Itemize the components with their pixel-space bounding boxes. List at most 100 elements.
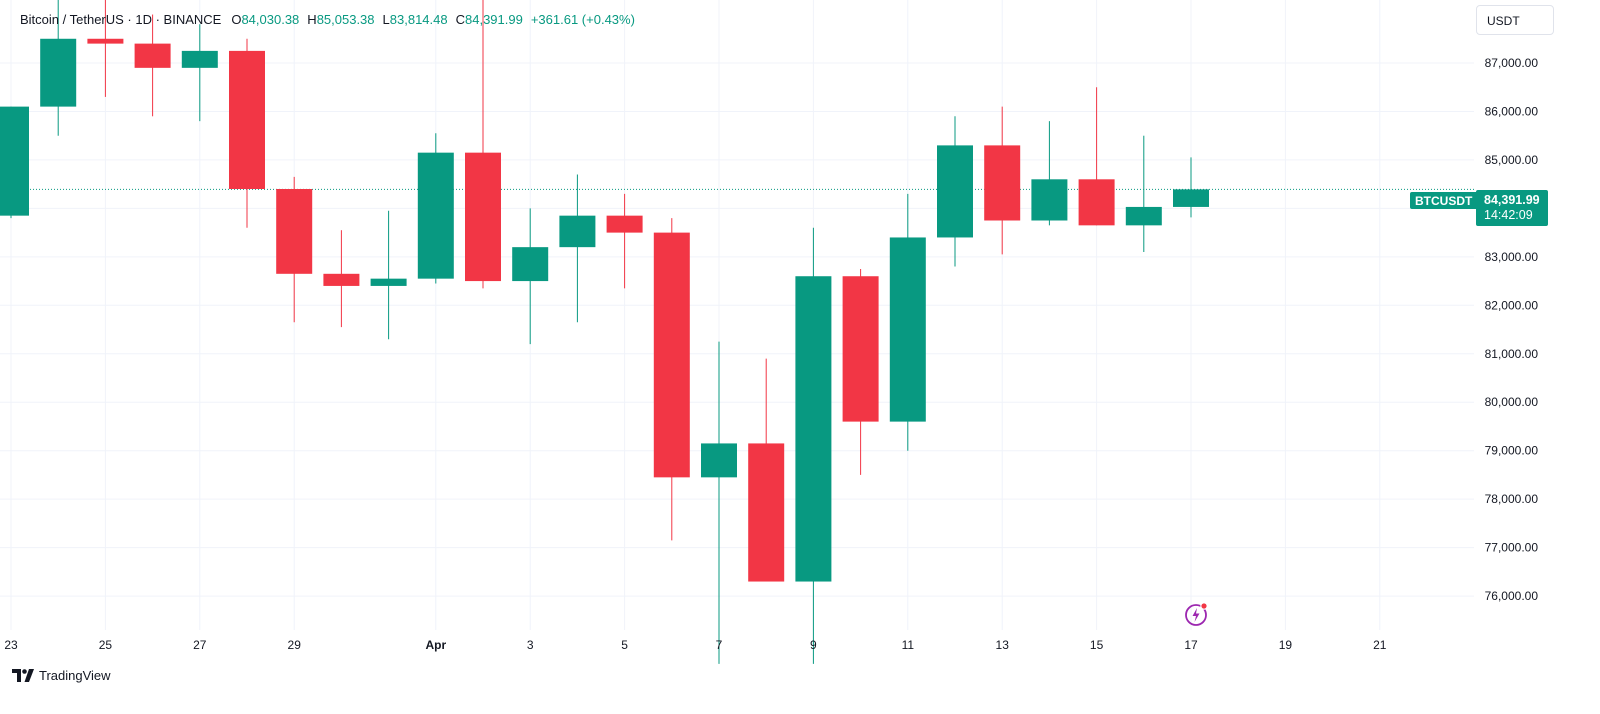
candle-body bbox=[276, 189, 313, 274]
symbol-price-tag: BTCUSDT bbox=[1410, 192, 1478, 209]
brand-name: TradingView bbox=[39, 668, 111, 683]
price-tick-label: 82,000.00 bbox=[1485, 298, 1539, 312]
time-axis: 23 25 27 29 Apr 3 5 7 9 11 13 15 17 19 21 bbox=[4, 638, 1386, 652]
candle-up bbox=[795, 227, 832, 664]
candle-body bbox=[889, 237, 926, 422]
candle-down bbox=[984, 106, 1021, 255]
price-tick-label: 86,000.00 bbox=[1485, 104, 1539, 118]
time-tick-label: 17 bbox=[1184, 638, 1198, 652]
bar-countdown: 14:42:09 bbox=[1484, 208, 1533, 222]
candle-body bbox=[512, 247, 549, 282]
candle-up bbox=[417, 133, 454, 284]
high-label: H bbox=[307, 12, 317, 27]
candle-down bbox=[276, 176, 313, 323]
candle-body bbox=[1173, 189, 1209, 207]
candle-body bbox=[1031, 179, 1068, 221]
candle-body bbox=[181, 50, 218, 68]
candle-body bbox=[653, 232, 690, 478]
flash-circle-icon[interactable] bbox=[1184, 601, 1210, 627]
candle-body bbox=[417, 152, 454, 279]
candle-up bbox=[1031, 121, 1068, 226]
price-tick-label: 77,000.00 bbox=[1485, 541, 1539, 555]
candle-down bbox=[229, 38, 265, 228]
candle-up bbox=[889, 193, 926, 451]
low-value: 83,814.48 bbox=[389, 12, 448, 27]
candle-down bbox=[1078, 87, 1115, 226]
currency-selector[interactable]: USDT bbox=[1476, 5, 1554, 35]
time-tick-label: 23 bbox=[4, 638, 18, 652]
time-tick-label: 25 bbox=[99, 638, 113, 652]
time-tick-label: 7 bbox=[716, 638, 723, 652]
close-label: C bbox=[455, 12, 465, 27]
price-tick-label: 87,000.00 bbox=[1485, 56, 1539, 70]
candle-body bbox=[465, 152, 501, 282]
candle-body bbox=[795, 276, 832, 582]
open-label: O bbox=[231, 12, 242, 27]
grid-lines bbox=[0, 0, 1474, 630]
time-tick-label: 5 bbox=[621, 638, 628, 652]
candle-body bbox=[87, 38, 124, 44]
price-axis: 87,000.0086,000.0085,000.0084,000.0083,0… bbox=[1485, 56, 1539, 603]
time-tick-label: 13 bbox=[996, 638, 1010, 652]
candle-body bbox=[40, 38, 77, 107]
candle-up bbox=[512, 208, 549, 345]
candle-up bbox=[559, 174, 596, 323]
symbol-title[interactable]: Bitcoin / TetherUS · 1D · BINANCE bbox=[20, 12, 222, 27]
time-tick-label: 15 bbox=[1090, 638, 1104, 652]
price-tick-label: 83,000.00 bbox=[1485, 250, 1539, 264]
candle-body bbox=[370, 278, 407, 286]
candle-down bbox=[606, 193, 643, 289]
candles bbox=[0, 0, 1209, 664]
candle-up bbox=[701, 341, 737, 664]
candle-up bbox=[181, 24, 218, 122]
candle-down bbox=[87, 0, 124, 97]
candle-body bbox=[229, 50, 265, 190]
time-tick-label: 27 bbox=[193, 638, 207, 652]
candle-down bbox=[323, 230, 360, 328]
candle-body bbox=[748, 443, 785, 582]
candle-body bbox=[937, 145, 973, 238]
open-value: 84,030.38 bbox=[241, 12, 300, 27]
last-price-label: 84,391.99 14:42:09 bbox=[1476, 190, 1548, 226]
candle-down bbox=[653, 218, 690, 541]
candle-body bbox=[606, 215, 643, 233]
price-tick-label: 85,000.00 bbox=[1485, 153, 1539, 167]
time-tick-label: 3 bbox=[527, 638, 534, 652]
close-value: 84,391.99 bbox=[465, 12, 523, 27]
candle-up bbox=[370, 210, 407, 340]
time-tick-label: 9 bbox=[810, 638, 817, 652]
candle-body bbox=[842, 276, 879, 422]
last-price-value: 84,391.99 bbox=[1484, 193, 1540, 207]
time-tick-label: 19 bbox=[1279, 638, 1293, 652]
time-tick-label: 11 bbox=[902, 638, 915, 652]
candle-up bbox=[937, 116, 973, 267]
tradingview-logo-icon bbox=[12, 668, 34, 682]
candle-body bbox=[1078, 179, 1115, 226]
candle-body bbox=[0, 106, 29, 216]
candle-up bbox=[1173, 157, 1209, 218]
candle-body bbox=[134, 43, 171, 68]
time-tick-label: Apr bbox=[425, 638, 446, 652]
candle-down bbox=[134, 14, 171, 117]
time-tick-label: 21 bbox=[1373, 638, 1387, 652]
candle-body bbox=[323, 273, 360, 286]
price-tick-label: 79,000.00 bbox=[1485, 444, 1539, 458]
tradingview-brand[interactable]: TradingView bbox=[12, 668, 111, 683]
price-tick-label: 80,000.00 bbox=[1485, 395, 1539, 409]
price-tick-label: 76,000.00 bbox=[1485, 589, 1539, 603]
candle-body bbox=[984, 145, 1021, 221]
candle-down bbox=[465, 0, 501, 289]
candle-body bbox=[1125, 206, 1162, 226]
candle-body bbox=[701, 443, 737, 478]
candle-up bbox=[1125, 135, 1162, 252]
price-tick-label: 78,000.00 bbox=[1485, 492, 1539, 506]
price-tick-label: 81,000.00 bbox=[1485, 347, 1539, 361]
candle-body bbox=[559, 215, 596, 248]
high-value: 85,053.38 bbox=[316, 12, 375, 27]
candle-up bbox=[0, 106, 29, 219]
candle-up bbox=[40, 0, 77, 136]
candle-down bbox=[842, 268, 879, 475]
low-label: L bbox=[382, 12, 390, 27]
